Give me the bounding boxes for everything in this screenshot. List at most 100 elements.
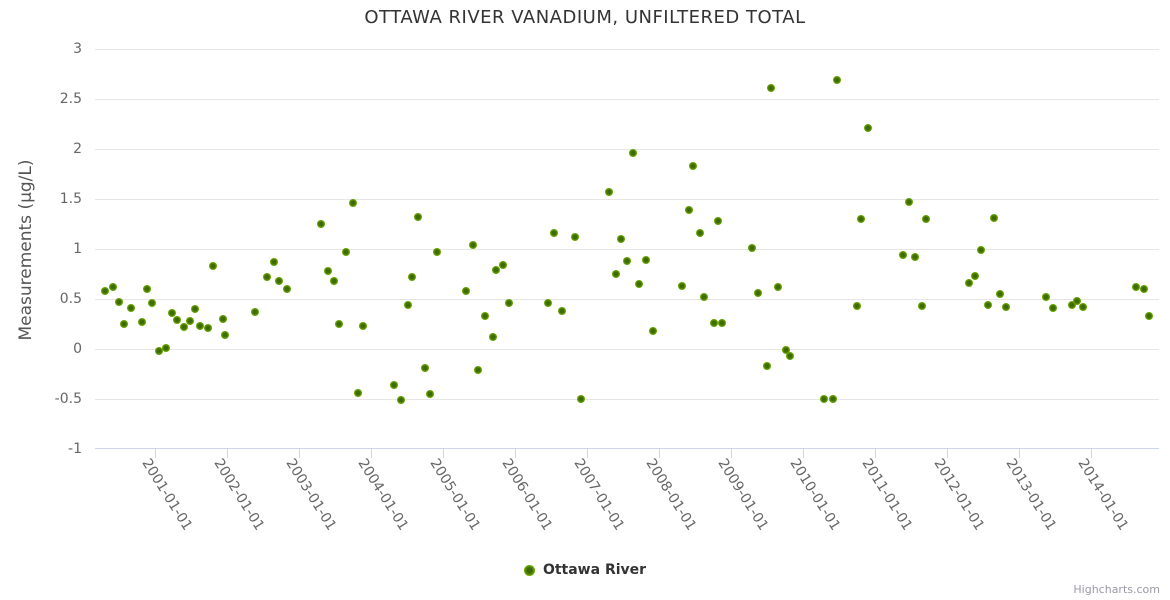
highcharts-credit-link[interactable]: Highcharts.com xyxy=(1073,583,1160,596)
data-point[interactable] xyxy=(819,395,828,403)
data-point[interactable] xyxy=(359,322,368,330)
data-point[interactable] xyxy=(549,229,558,237)
data-point[interactable] xyxy=(1079,303,1088,311)
data-point[interactable] xyxy=(220,331,229,339)
data-point[interactable] xyxy=(100,287,109,295)
data-point[interactable] xyxy=(143,285,152,293)
data-point[interactable] xyxy=(684,206,693,214)
data-point[interactable] xyxy=(642,256,651,264)
data-point[interactable] xyxy=(1048,304,1057,312)
data-point[interactable] xyxy=(922,215,931,223)
data-point[interactable] xyxy=(754,289,763,297)
data-point[interactable] xyxy=(709,319,718,327)
data-point[interactable] xyxy=(480,312,489,320)
data-point[interactable] xyxy=(274,277,283,285)
data-point[interactable] xyxy=(504,299,513,307)
data-point[interactable] xyxy=(1042,293,1051,301)
data-point[interactable] xyxy=(544,299,553,307)
data-point[interactable] xyxy=(1144,312,1153,320)
data-point[interactable] xyxy=(492,266,501,274)
data-point[interactable] xyxy=(747,244,756,252)
data-point[interactable] xyxy=(773,283,782,291)
data-point[interactable] xyxy=(185,317,194,325)
data-point[interactable] xyxy=(433,248,442,256)
data-point[interactable] xyxy=(120,320,129,328)
data-point[interactable] xyxy=(404,301,413,309)
data-point[interactable] xyxy=(976,246,985,254)
data-point[interactable] xyxy=(262,273,271,281)
data-point[interactable] xyxy=(767,84,776,92)
data-point[interactable] xyxy=(421,364,429,372)
data-point[interactable] xyxy=(498,261,507,269)
data-point[interactable] xyxy=(863,124,872,132)
data-point[interactable] xyxy=(634,280,643,288)
data-point[interactable] xyxy=(488,333,497,341)
data-point[interactable] xyxy=(173,316,182,324)
data-point[interactable] xyxy=(605,188,614,196)
data-point[interactable] xyxy=(462,287,471,295)
data-point[interactable] xyxy=(167,309,176,317)
data-point[interactable] xyxy=(557,307,566,315)
data-point[interactable] xyxy=(341,248,350,256)
data-point[interactable] xyxy=(984,301,993,309)
data-point[interactable] xyxy=(714,217,723,225)
data-point[interactable] xyxy=(1140,285,1149,293)
data-point[interactable] xyxy=(1002,303,1011,311)
data-point[interactable] xyxy=(323,267,332,275)
data-point[interactable] xyxy=(329,277,338,285)
data-point[interactable] xyxy=(911,253,920,261)
data-point[interactable] xyxy=(648,327,657,335)
data-point[interactable] xyxy=(127,304,136,312)
data-point[interactable] xyxy=(408,273,417,281)
data-point[interactable] xyxy=(576,395,585,403)
data-point[interactable] xyxy=(623,257,632,265)
legend-series-label[interactable]: Ottawa River xyxy=(542,562,647,578)
data-point[interactable] xyxy=(115,298,123,306)
data-point[interactable] xyxy=(155,347,164,355)
data-point[interactable] xyxy=(700,293,709,301)
data-point[interactable] xyxy=(413,213,422,221)
data-point[interactable] xyxy=(781,346,790,354)
data-point[interactable] xyxy=(828,395,837,403)
data-point[interactable] xyxy=(965,279,974,287)
data-point[interactable] xyxy=(1132,283,1141,291)
data-point[interactable] xyxy=(218,315,227,323)
data-point[interactable] xyxy=(196,322,205,330)
data-point[interactable] xyxy=(203,324,212,332)
data-point[interactable] xyxy=(148,299,157,307)
data-point[interactable] xyxy=(971,272,980,280)
data-point[interactable] xyxy=(179,323,188,331)
data-point[interactable] xyxy=(209,262,218,270)
data-point[interactable] xyxy=(191,305,200,313)
data-point[interactable] xyxy=(616,235,625,243)
data-point[interactable] xyxy=(109,283,118,291)
data-point[interactable] xyxy=(469,241,478,249)
data-point[interactable] xyxy=(856,215,865,223)
data-point[interactable] xyxy=(899,251,908,259)
data-point[interactable] xyxy=(571,233,580,241)
data-point[interactable] xyxy=(917,302,926,310)
data-point[interactable] xyxy=(1072,297,1081,305)
data-point[interactable] xyxy=(269,258,278,266)
data-point[interactable] xyxy=(317,220,326,228)
data-point[interactable] xyxy=(786,352,795,360)
data-point[interactable] xyxy=(696,229,705,237)
legend[interactable]: Ottawa River xyxy=(0,562,1170,578)
data-point[interactable] xyxy=(161,344,170,352)
data-point[interactable] xyxy=(678,282,687,290)
data-point[interactable] xyxy=(989,214,998,222)
data-point[interactable] xyxy=(282,285,291,293)
data-point[interactable] xyxy=(688,162,697,170)
data-point[interactable] xyxy=(718,319,727,327)
data-point[interactable] xyxy=(390,381,399,389)
data-point[interactable] xyxy=(853,302,861,310)
data-point[interactable] xyxy=(138,318,147,326)
data-point[interactable] xyxy=(832,76,841,84)
data-point[interactable] xyxy=(354,389,363,397)
data-point[interactable] xyxy=(995,290,1004,298)
data-point[interactable] xyxy=(763,362,771,370)
data-point[interactable] xyxy=(335,320,344,328)
data-point[interactable] xyxy=(397,396,406,404)
data-point[interactable] xyxy=(251,308,260,316)
data-point[interactable] xyxy=(1067,301,1076,309)
